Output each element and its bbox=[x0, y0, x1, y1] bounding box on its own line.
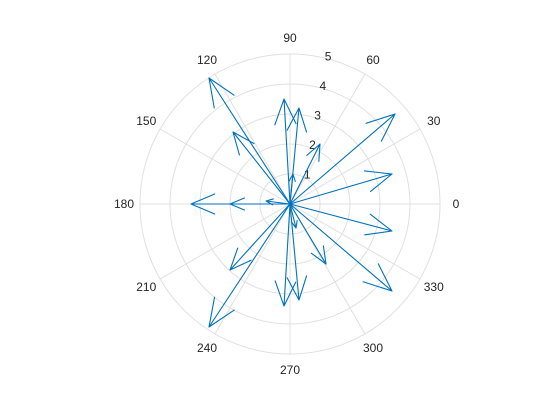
grid-spoke-60 bbox=[289, 73, 366, 205]
grid-spoke-150 bbox=[159, 128, 291, 205]
grid-spoke-30 bbox=[289, 128, 421, 205]
compass-arrow bbox=[286, 107, 308, 205]
grid-spoke-240 bbox=[214, 203, 291, 335]
r-tick-label: 4 bbox=[319, 79, 326, 93]
compass-arrow bbox=[289, 203, 393, 292]
compass-arrow bbox=[289, 113, 396, 205]
theta-tick-label: 180 bbox=[114, 197, 134, 211]
theta-tick-label: 270 bbox=[280, 363, 300, 377]
grid-spoke-210 bbox=[159, 203, 291, 280]
r-tick-label: 3 bbox=[314, 108, 321, 122]
r-tick-label: 5 bbox=[325, 49, 332, 63]
compass-arrow bbox=[229, 203, 291, 271]
theta-tick-label: 210 bbox=[136, 280, 156, 294]
compass-arrow bbox=[289, 143, 321, 205]
compass-arrow bbox=[232, 131, 291, 205]
angle-tick-labels: 0 30 60 90 120 150 180 210 240 270 300 330 bbox=[114, 31, 460, 377]
compass-arrow bbox=[229, 197, 291, 211]
grid-spoke-330 bbox=[289, 203, 421, 280]
grid-spoke-120 bbox=[214, 73, 291, 205]
compass-arrow bbox=[208, 203, 291, 328]
r-tick-label: 2 bbox=[309, 138, 316, 152]
compass-arrow bbox=[289, 170, 393, 205]
compass-arrow bbox=[289, 203, 298, 229]
compass-arrow bbox=[286, 203, 308, 301]
theta-tick-label: 60 bbox=[366, 53, 380, 67]
theta-tick-label: 30 bbox=[427, 114, 441, 128]
polar-grid bbox=[139, 53, 441, 355]
radial-tick-labels: 1 2 3 4 5 bbox=[304, 49, 332, 181]
r-tick-label: 1 bbox=[304, 167, 311, 181]
theta-tick-label: 240 bbox=[197, 341, 217, 355]
theta-tick-label: 120 bbox=[197, 53, 217, 67]
compass-arrow bbox=[274, 203, 297, 307]
theta-tick-label: 90 bbox=[283, 31, 297, 45]
theta-tick-label: 300 bbox=[363, 341, 383, 355]
compass-arrow bbox=[274, 98, 297, 205]
theta-tick-label: 150 bbox=[136, 114, 156, 128]
compass-arrows bbox=[190, 77, 396, 328]
compass-arrow bbox=[289, 203, 327, 265]
compass-arrow bbox=[289, 203, 393, 236]
compass-arrow bbox=[208, 77, 291, 205]
theta-tick-label: 0 bbox=[453, 197, 460, 211]
theta-tick-label: 330 bbox=[424, 280, 444, 294]
